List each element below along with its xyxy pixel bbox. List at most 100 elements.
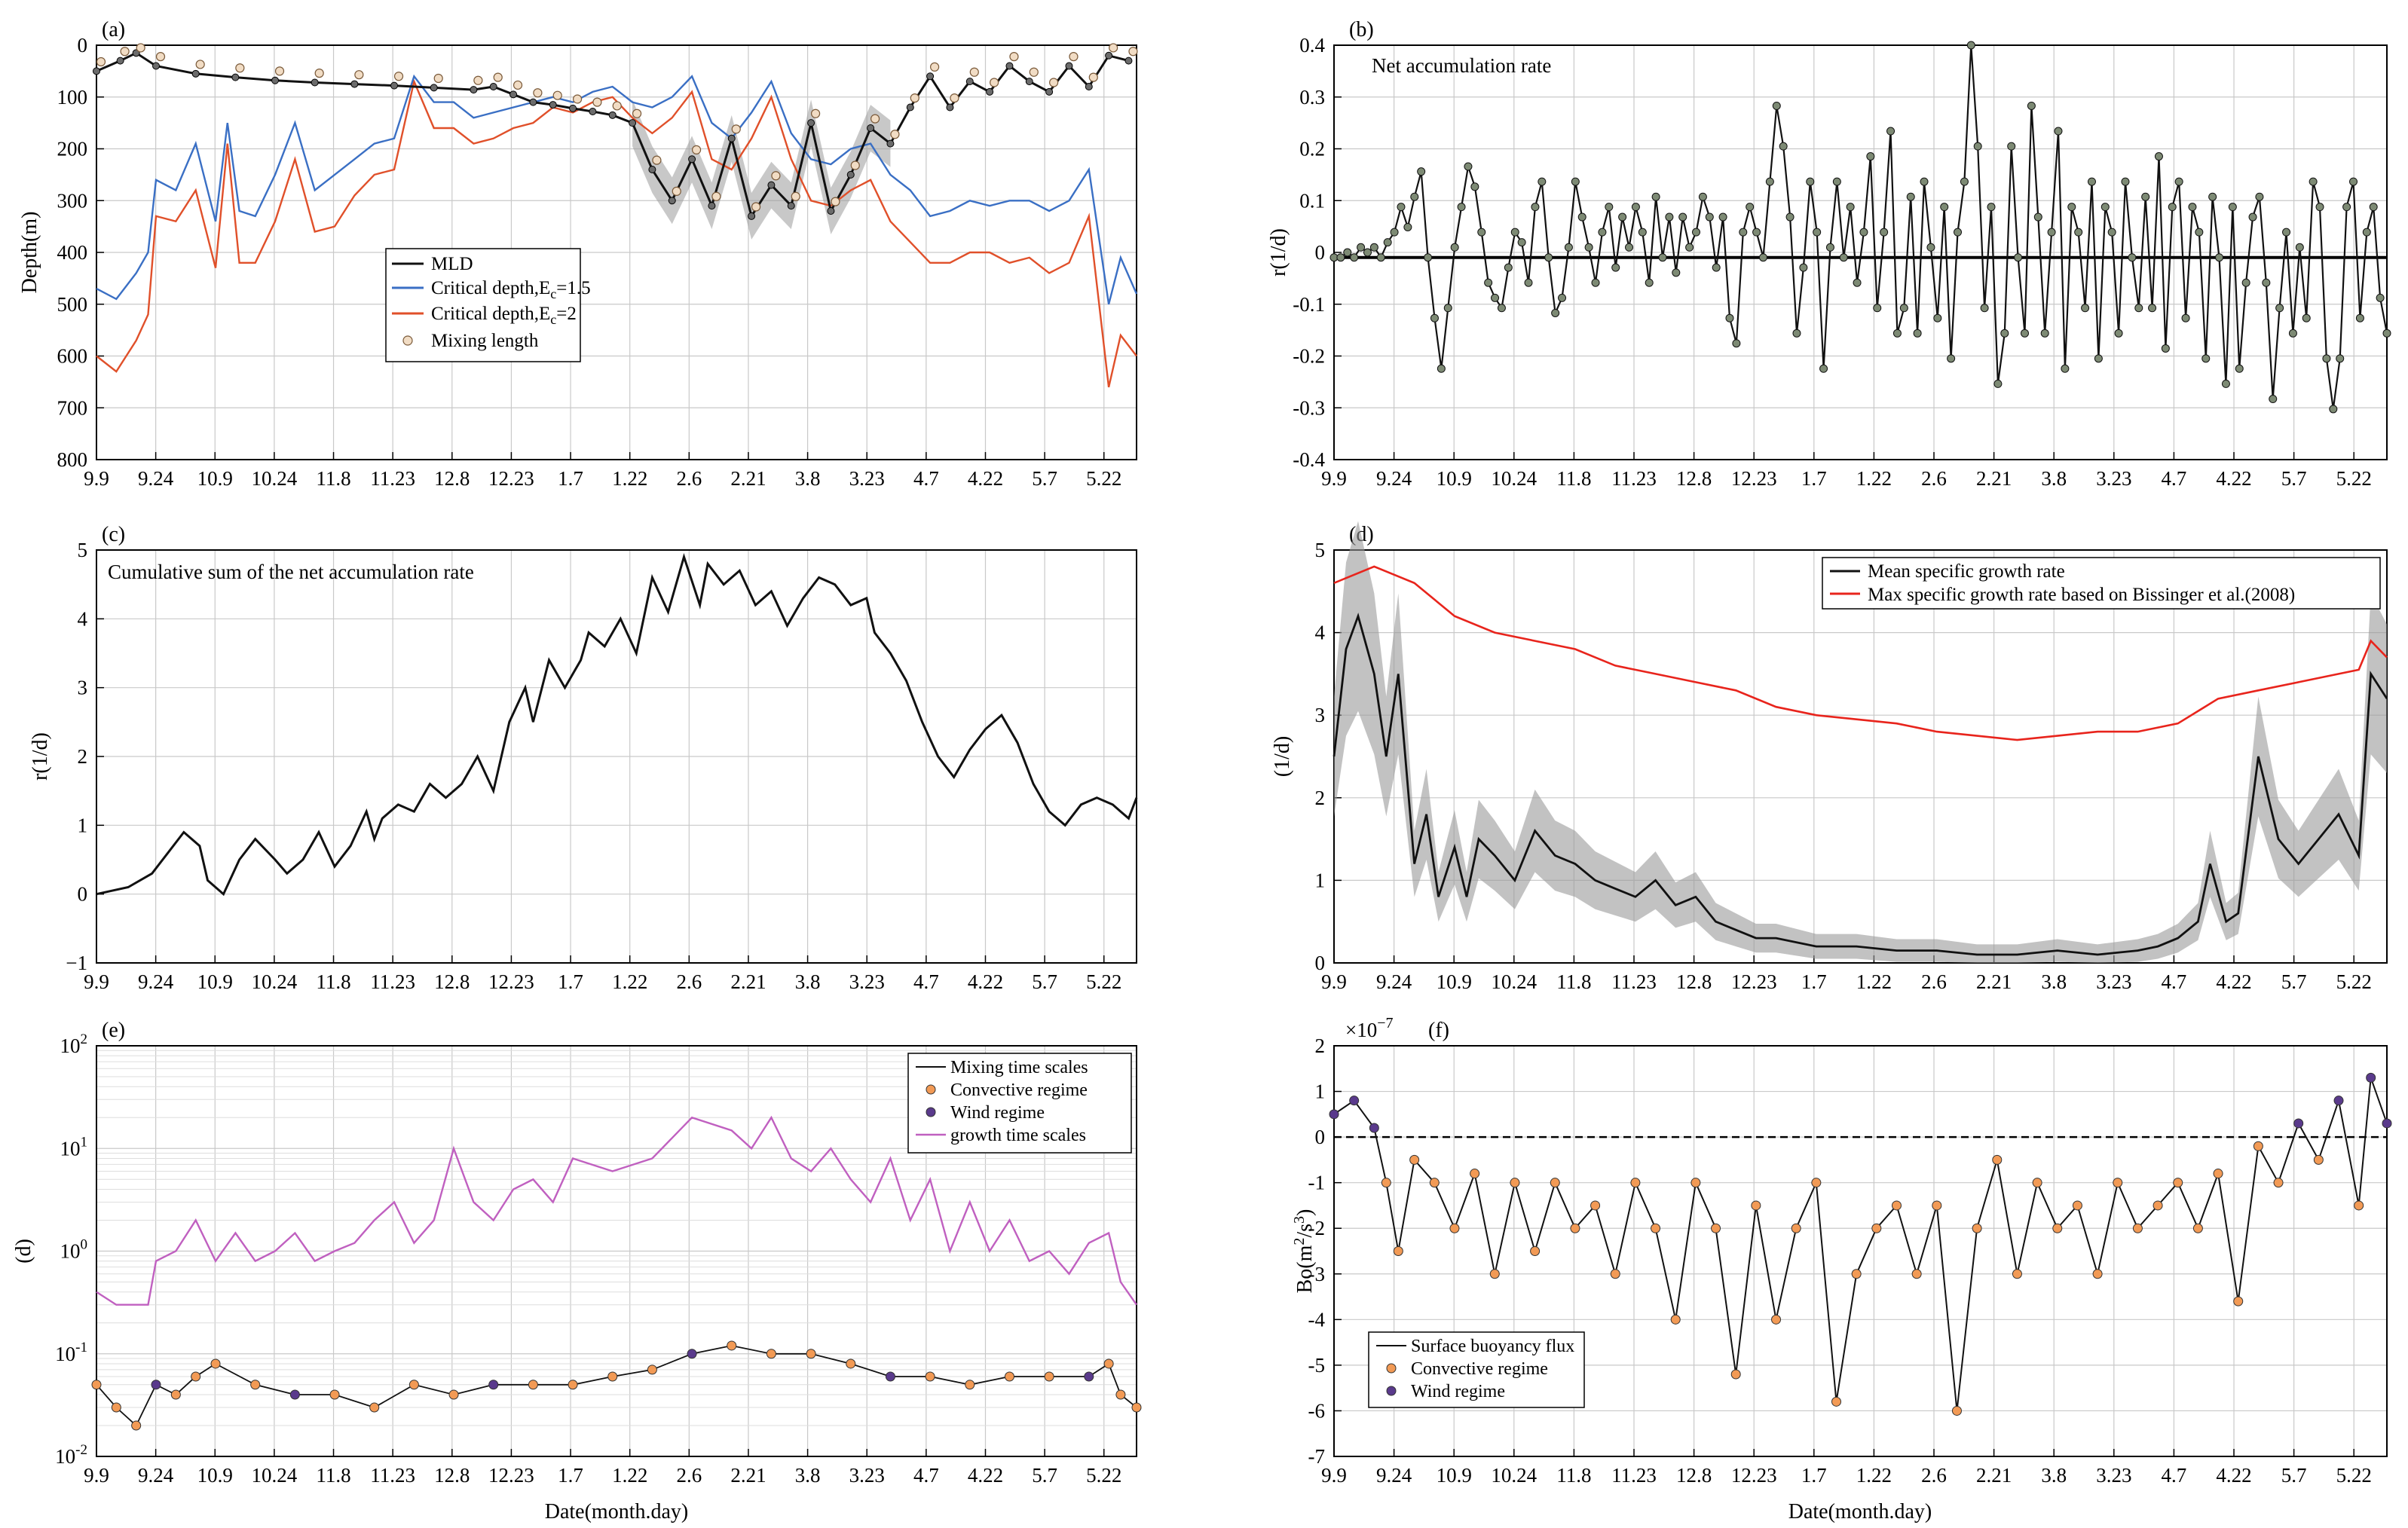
scale-label: ×10−7	[1345, 1015, 1394, 1041]
convective-regime-point	[1429, 1178, 1440, 1188]
x-tick-label: 2.6	[676, 970, 702, 993]
mixing-length-point	[533, 88, 543, 98]
y-tick-label: -0.4	[1293, 448, 1325, 471]
net-accumulation-point	[2269, 395, 2278, 404]
convective-regime-point	[1730, 1369, 1741, 1380]
y-axis-label: Depth(m)	[18, 212, 41, 294]
x-tick-label: 9.24	[138, 1464, 174, 1487]
x-tick-label: 9.24	[1376, 467, 1412, 490]
net-accumulation-point	[1491, 293, 1500, 302]
y-tick-label: 0	[1315, 952, 1326, 974]
wind-regime-point	[2293, 1118, 2304, 1129]
convective-regime-point	[1550, 1178, 1560, 1188]
mld-point	[549, 101, 557, 109]
x-tick-label: 9.9	[1321, 467, 1347, 490]
y-tick-label: 0	[78, 34, 88, 57]
y-tick-label: 1	[1315, 1080, 1326, 1103]
convective-regime-point	[1932, 1200, 1942, 1211]
net-accumulation-point	[1752, 228, 1761, 237]
net-accumulation-point	[2061, 364, 2070, 373]
net-accumulation-point	[1645, 278, 1654, 287]
x-tick-label: 5.7	[2281, 1464, 2307, 1487]
net-accumulation-point	[1853, 278, 1862, 287]
net-accumulation-point	[1638, 228, 1647, 237]
net-accumulation-point	[1913, 329, 1922, 338]
mixing-length-point	[1049, 78, 1059, 87]
mixing-length-point	[354, 70, 364, 80]
net-accumulation-point	[1819, 364, 1828, 373]
x-tick-label: 11.23	[1611, 970, 1657, 993]
net-accumulation-point	[1631, 203, 1640, 212]
y-axis-label: r(1/d)	[29, 732, 52, 781]
mld-point	[311, 78, 319, 87]
y-tick-label: -5	[1308, 1354, 1326, 1377]
growth-rate-band	[1334, 521, 2387, 963]
mixing-length-point	[771, 171, 781, 181]
convective-regime-point	[1131, 1402, 1142, 1413]
net-accumulation-point	[1873, 304, 1882, 313]
convective-regime-point	[1951, 1405, 1962, 1416]
convective-regime-point	[250, 1380, 261, 1390]
mld-point	[668, 197, 676, 205]
y-tick-label: 10-2	[55, 1442, 87, 1468]
x-tick-label: 9.24	[1376, 970, 1412, 993]
net-accumulation-point	[2288, 329, 2297, 338]
legend-label-mean: Mean specific growth rate	[1868, 561, 2065, 582]
mixing-length-point	[831, 197, 840, 206]
net-accumulation-point	[1390, 228, 1399, 237]
x-tick-label: 1.22	[612, 1464, 647, 1487]
net-accumulation-point	[1993, 379, 2003, 388]
x-axis-label: Date(month.day)	[545, 1500, 689, 1523]
net-accumulation-point	[1591, 278, 1600, 287]
y-tick-label: -4	[1308, 1308, 1326, 1331]
x-tick-label: 1.22	[1856, 970, 1892, 993]
convective-regime-point	[369, 1402, 380, 1413]
convective-regime-point	[2213, 1169, 2223, 1179]
y-tick-label: -2	[1308, 1217, 1326, 1239]
net-accumulation-point	[1746, 203, 1755, 212]
mld-point	[965, 78, 974, 86]
net-accumulation-point	[1350, 253, 1359, 262]
x-tick-label: 10.9	[1437, 970, 1472, 993]
wind-regime-point	[1084, 1371, 1094, 1382]
net-accumulation-point	[1464, 162, 1473, 171]
mld-point	[1065, 62, 1073, 70]
x-tick-label: 10.9	[1437, 1464, 1472, 1487]
legend-swatch-convective	[1386, 1363, 1397, 1374]
convective-regime-point	[1393, 1246, 1403, 1256]
convective-regime-point	[111, 1402, 121, 1413]
mld-point	[569, 104, 577, 112]
convective-regime-point	[2113, 1178, 2123, 1188]
legend-swatch-convective	[926, 1084, 936, 1095]
x-tick-label: 3.23	[849, 970, 885, 993]
x-tick-label: 11.8	[1556, 1464, 1591, 1487]
net-accumulation-point	[1564, 243, 1573, 252]
x-tick-label: 12.23	[488, 467, 534, 490]
convective-regime-point	[2012, 1269, 2022, 1279]
net-accumulation-point	[1920, 177, 1929, 186]
mld-point	[1124, 57, 1133, 65]
net-accumulation-point	[2094, 354, 2103, 363]
convective-regime-point	[1510, 1178, 1520, 1188]
x-tick-label: 3.8	[795, 467, 821, 490]
net-accumulation-point	[1906, 192, 1915, 201]
x-tick-label: 10.24	[1491, 970, 1537, 993]
x-tick-label: 4.7	[2162, 467, 2187, 490]
net-accumulation-point	[1866, 152, 1875, 161]
mixing-length-point	[314, 69, 324, 78]
convective-regime-point	[1992, 1154, 2003, 1165]
convective-regime-point	[2153, 1200, 2163, 1211]
mld-point	[93, 67, 100, 75]
net-accumulation-point	[1705, 212, 1714, 222]
net-accumulation-point	[2255, 192, 2264, 201]
net-accumulation-point	[2148, 304, 2157, 313]
net-accumulation-point	[1658, 253, 1667, 262]
mld-uncertainty-band	[632, 99, 891, 240]
mixing-length-point	[930, 62, 940, 72]
net-accumulation-point	[1825, 243, 1834, 252]
net-accumulation-point	[2221, 379, 2230, 388]
net-accumulation-point	[2134, 304, 2143, 313]
convective-regime-point	[1972, 1223, 1982, 1233]
net-accumulation-point	[2007, 142, 2016, 151]
x-tick-label: 11.8	[1556, 467, 1591, 490]
